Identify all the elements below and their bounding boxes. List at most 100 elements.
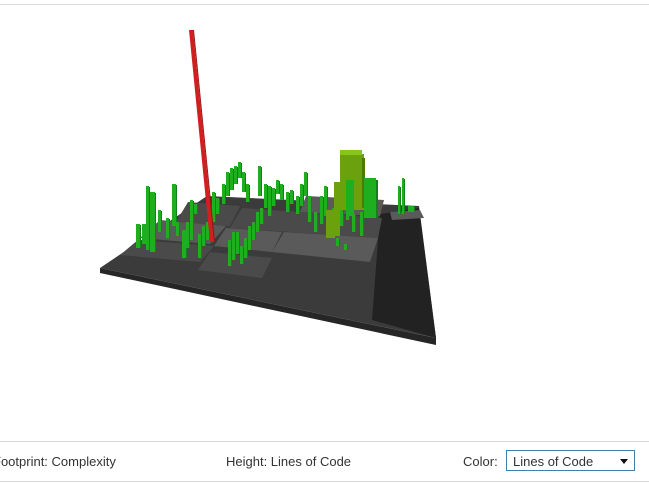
code-city-viewport[interactable]	[0, 5, 649, 441]
building-58[interactable]	[398, 186, 400, 214]
building-53[interactable]	[360, 212, 363, 236]
building-shade-3	[155, 193, 156, 252]
building-shade-28	[243, 247, 244, 264]
building-2[interactable]	[142, 224, 146, 244]
building-33[interactable]	[260, 208, 263, 224]
code-city-3d-scene[interactable]	[0, 5, 649, 441]
building-large-5-side	[376, 180, 378, 218]
building-1[interactable]	[136, 224, 140, 248]
building-36[interactable]	[268, 186, 271, 216]
building-shade-41	[293, 191, 294, 204]
building-42[interactable]	[296, 196, 299, 214]
building-46[interactable]	[314, 212, 317, 232]
building-27[interactable]	[236, 232, 239, 254]
building-47[interactable]	[320, 196, 323, 224]
building-shade-58	[400, 187, 401, 214]
building-shade-50	[343, 197, 344, 226]
building-30[interactable]	[248, 226, 251, 250]
building-39[interactable]	[280, 184, 283, 200]
building-15[interactable]	[206, 222, 209, 240]
building-large-1[interactable]	[326, 210, 335, 238]
building-shade-25	[231, 241, 232, 266]
building-40[interactable]	[286, 192, 289, 212]
building-6[interactable]	[166, 218, 169, 238]
building-32[interactable]	[256, 212, 259, 232]
building-60[interactable]	[408, 206, 414, 212]
building-24[interactable]	[246, 184, 249, 202]
building-25[interactable]	[228, 240, 231, 266]
building-48[interactable]	[324, 186, 327, 216]
building-12[interactable]	[194, 204, 197, 214]
building-21[interactable]	[234, 166, 237, 184]
building-shade-17	[219, 199, 220, 214]
color-metric-label: Color:	[463, 454, 498, 469]
building-shade-31	[255, 223, 256, 240]
module-district-tile-a	[120, 240, 214, 262]
building-shade-1	[140, 225, 141, 248]
building-34[interactable]	[264, 184, 267, 208]
building-22[interactable]	[238, 162, 241, 178]
building-shade-56	[339, 239, 340, 246]
building-shade-18	[225, 185, 226, 204]
module-district-tile-e	[230, 208, 300, 232]
building-59[interactable]	[402, 178, 404, 214]
building-shade-27	[239, 233, 240, 254]
building-outlier-red[interactable]	[189, 30, 214, 242]
building-50[interactable]	[340, 196, 343, 226]
building-shade-5	[161, 211, 162, 232]
building-large-2[interactable]	[334, 182, 340, 236]
building-41[interactable]	[290, 190, 293, 204]
building-19[interactable]	[226, 172, 229, 196]
building-9[interactable]	[182, 230, 186, 258]
building-18[interactable]	[222, 184, 225, 204]
building-56[interactable]	[336, 238, 339, 246]
building-14[interactable]	[202, 226, 205, 246]
building-10[interactable]	[186, 222, 189, 248]
building-shade-32	[259, 213, 260, 232]
building-38[interactable]	[276, 180, 279, 194]
height-metric-label: Height: Lines of Code	[226, 454, 352, 469]
building-26[interactable]	[232, 232, 235, 260]
building-shade-30	[251, 227, 252, 250]
building-52[interactable]	[352, 214, 355, 232]
building-13[interactable]	[198, 234, 201, 258]
building-shade-42	[299, 197, 300, 214]
footprint-metric-label: Footprint: Complexity	[0, 454, 116, 469]
building-shade-13	[201, 235, 202, 258]
chevron-down-icon[interactable]	[620, 459, 628, 464]
building-5[interactable]	[158, 210, 161, 232]
platform-right-block	[372, 208, 436, 338]
building-37[interactable]	[272, 188, 275, 206]
building-55[interactable]	[344, 244, 347, 250]
building-7[interactable]	[172, 184, 176, 226]
building-4[interactable]	[146, 186, 149, 250]
building-44[interactable]	[304, 172, 307, 196]
building-shade-48	[327, 187, 328, 216]
building-shade-12	[197, 205, 198, 214]
building-20[interactable]	[230, 168, 233, 190]
module-district-tile-c	[198, 252, 272, 278]
building-43[interactable]	[300, 184, 303, 206]
building-3[interactable]	[150, 192, 155, 252]
building-35[interactable]	[258, 166, 261, 196]
building-8[interactable]	[176, 222, 179, 236]
building-28[interactable]	[240, 246, 243, 264]
building-shade-21	[237, 167, 238, 184]
building-large-4[interactable]	[346, 180, 354, 216]
building-large-5[interactable]	[364, 178, 376, 218]
building-shade-6	[169, 219, 170, 238]
building-shade-52	[355, 215, 356, 232]
building-shade-10	[189, 223, 190, 248]
building-17[interactable]	[216, 198, 219, 214]
building-shade-38	[279, 181, 280, 194]
building-11[interactable]	[190, 200, 193, 240]
building-31[interactable]	[252, 222, 255, 240]
building-23[interactable]	[242, 172, 245, 192]
building-shade-39	[283, 185, 284, 200]
building-large-3-roof	[340, 150, 362, 155]
building-29[interactable]	[244, 238, 247, 258]
building-45[interactable]	[308, 196, 311, 222]
building-shade-36	[271, 187, 272, 216]
building-16[interactable]	[212, 192, 215, 222]
color-metric-select[interactable]: Lines of Code	[506, 450, 635, 471]
